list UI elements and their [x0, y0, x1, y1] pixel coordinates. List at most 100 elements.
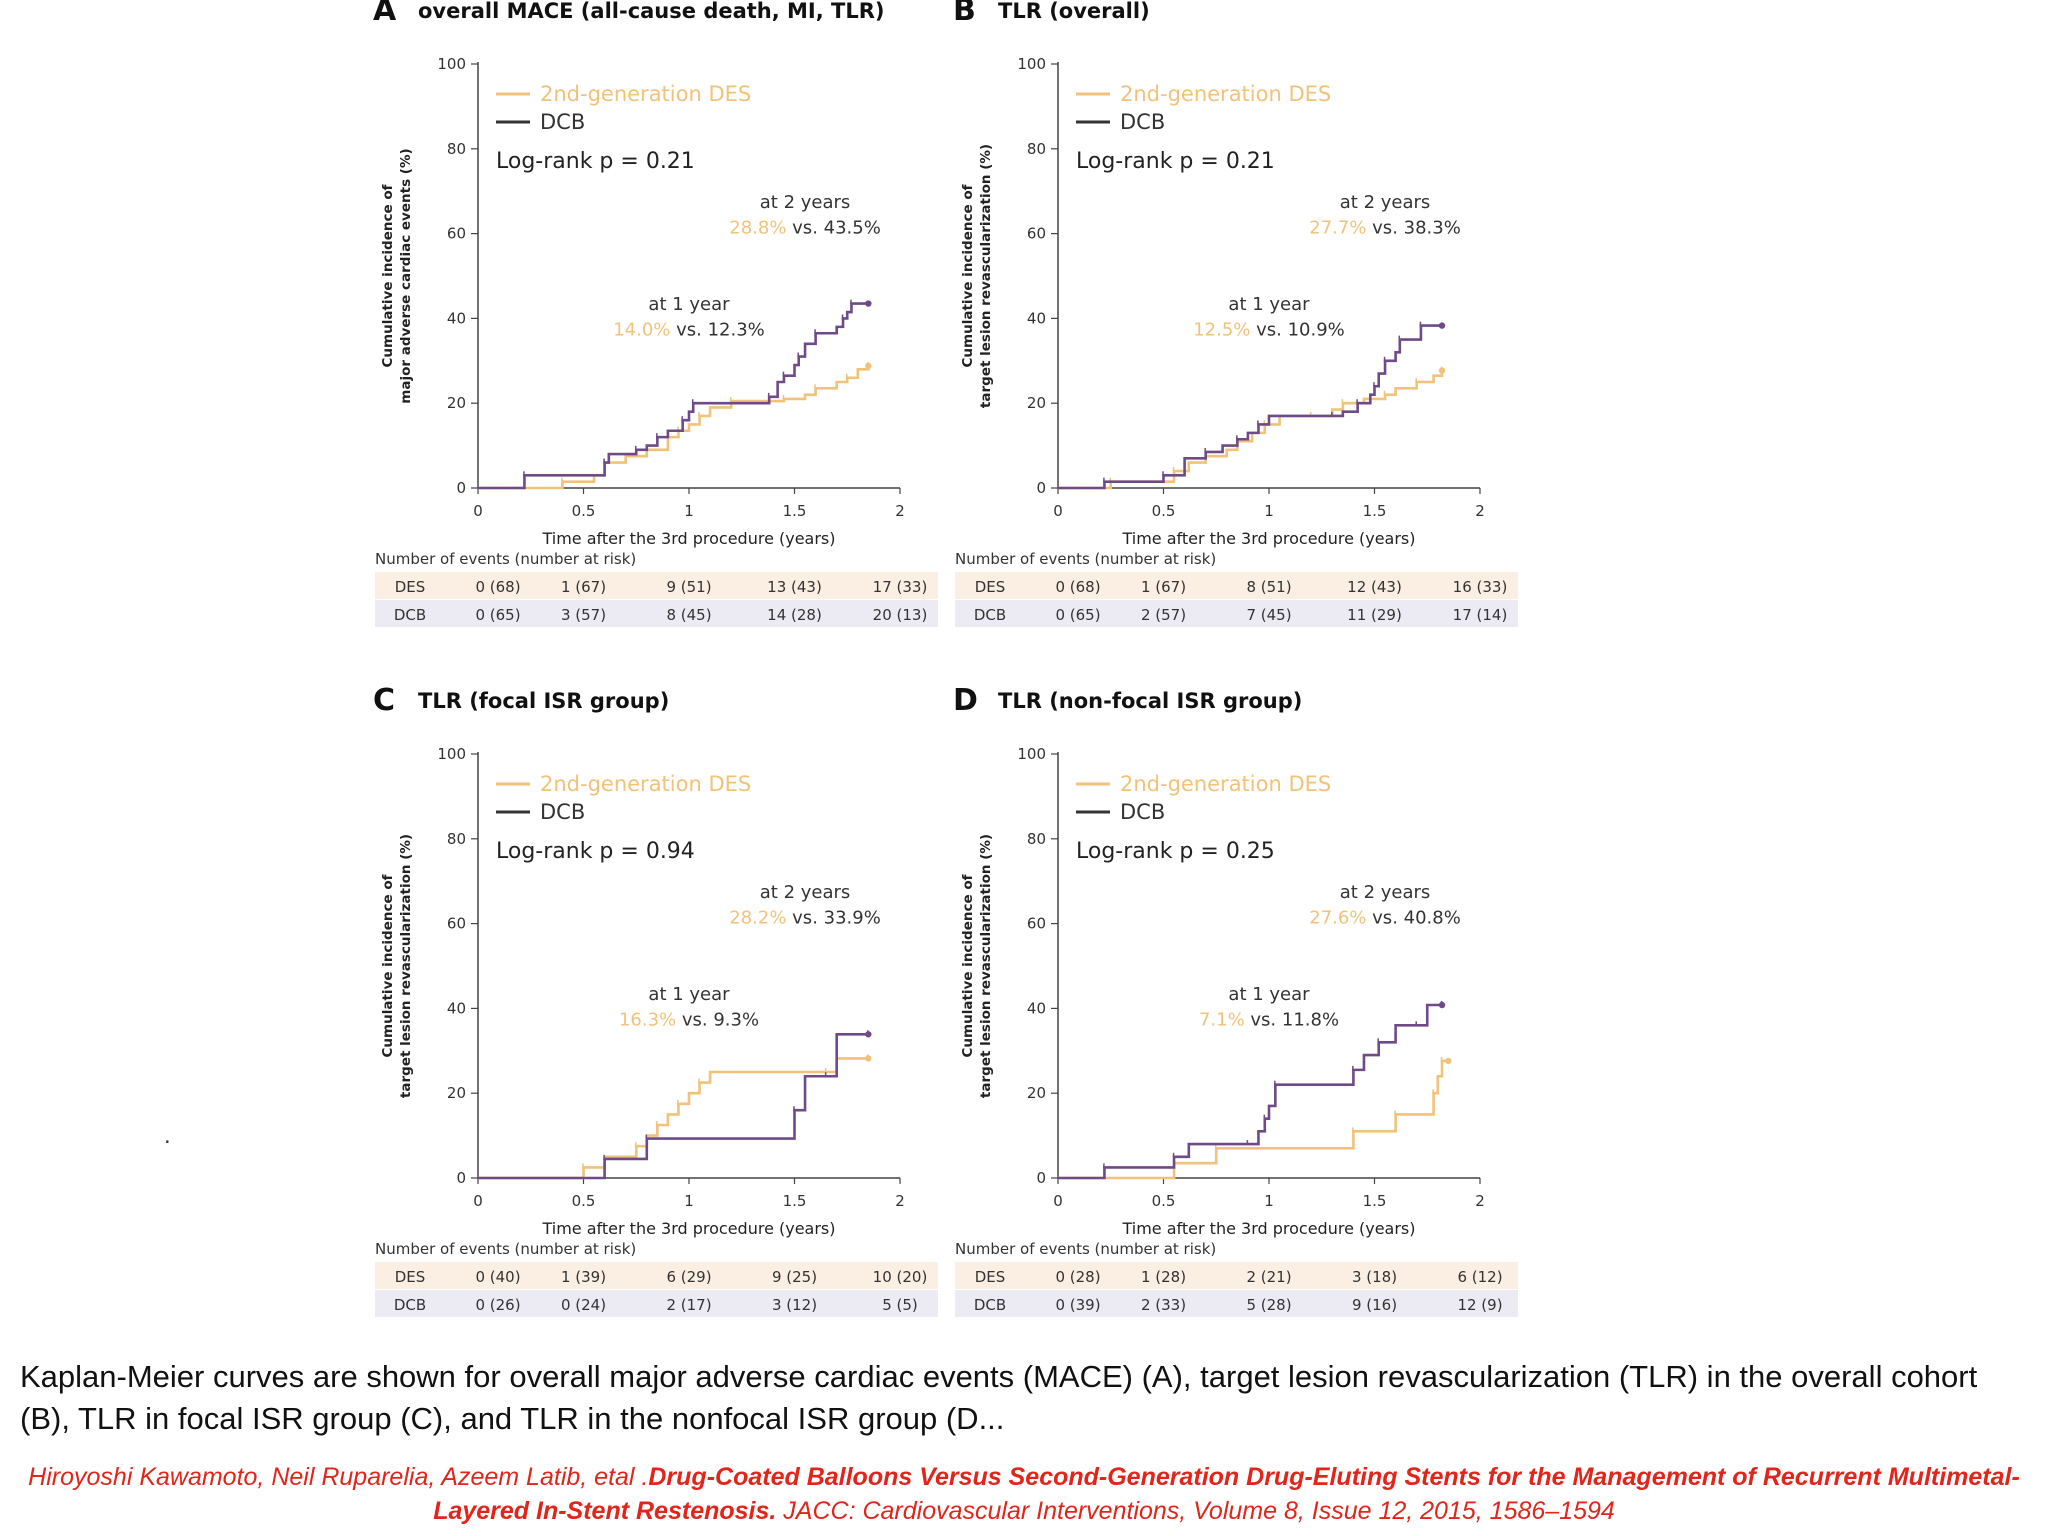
- risk-cell: 0 (65): [475, 606, 520, 624]
- y-tick-label: 60: [447, 915, 466, 933]
- risk-cell: 17 (33): [873, 578, 928, 596]
- at2-label: at 2 years: [1340, 192, 1431, 213]
- citation-authors: Hiroyoshi Kawamoto, Neil Ruparelia, Azee…: [28, 1463, 649, 1491]
- y-tick-label: 0: [1036, 479, 1046, 497]
- at2-label: at 2 years: [1340, 882, 1431, 903]
- des-curve: [478, 365, 870, 490]
- at2-label: at 2 years: [760, 882, 851, 903]
- x-tick-label: 0: [473, 502, 483, 520]
- at2-values: 28.2% vs. 33.9%: [729, 908, 881, 929]
- y-tick-label: 60: [1027, 915, 1046, 933]
- stray-mark: .: [164, 1122, 171, 1149]
- x-tick-label: 0: [1053, 502, 1063, 520]
- x-tick-label: 2: [1475, 502, 1485, 520]
- citation-journal: JACC: Cardiovascular Interventions, Volu…: [776, 1497, 1615, 1525]
- risk-row-label: DCB: [394, 1296, 426, 1314]
- risk-cell: 2 (57): [1141, 606, 1186, 624]
- dcb-curve: [478, 302, 869, 490]
- at2-des-value: 27.6%: [1309, 908, 1366, 929]
- at2-des-value: 27.7%: [1309, 218, 1366, 239]
- y-tick-label: 20: [1027, 1084, 1046, 1102]
- risk-table-header: Number of events (number at risk): [955, 550, 1216, 568]
- y-tick-label: 100: [1017, 55, 1046, 73]
- y-axis-title-line2: target lesion revascularization (%): [978, 834, 994, 1098]
- y-axis-title-line1: Cumulative incidence of: [960, 184, 976, 367]
- y-tick-label: 60: [447, 225, 466, 243]
- panel-b: B TLR (overall) 0 20 40 60 80 100 0 0.5 1 1.5 2 Time …: [953, 0, 1518, 627]
- y-tick-label: 80: [447, 140, 466, 158]
- risk-cell: 1 (39): [561, 1268, 606, 1286]
- risk-cell: 9 (25): [772, 1268, 817, 1286]
- risk-cell: 12 (9): [1457, 1296, 1502, 1314]
- risk-cell: 8 (51): [1246, 578, 1291, 596]
- risk-row-label: DES: [975, 578, 1006, 596]
- panel-title: TLR (non-focal ISR group): [998, 689, 1302, 713]
- risk-cell: 0 (68): [1055, 578, 1100, 596]
- des-end-point: [1445, 1057, 1452, 1065]
- risk-row-bg: [375, 1290, 938, 1317]
- risk-cell: 9 (16): [1352, 1296, 1397, 1314]
- x-axis-title: Time after the 3rd procedure (years): [541, 1219, 835, 1238]
- risk-cell: 0 (39): [1055, 1296, 1100, 1314]
- legend-dcb-label: DCB: [1120, 110, 1165, 134]
- y-tick-label: 80: [447, 830, 466, 848]
- des-curve: [1058, 370, 1444, 490]
- logrank-label: Log-rank p = 0.94: [496, 839, 695, 864]
- risk-row-bg: [375, 1262, 938, 1289]
- risk-cell: 0 (24): [561, 1296, 606, 1314]
- risk-cell: 0 (65): [1055, 606, 1100, 624]
- y-tick-label: 20: [447, 394, 466, 412]
- at2-values: 27.6% vs. 40.8%: [1309, 908, 1461, 929]
- legend-dcb-label: DCB: [1120, 800, 1165, 824]
- dcb-curve: [478, 1032, 869, 1180]
- y-tick-label: 100: [1017, 745, 1046, 763]
- logrank-label: Log-rank p = 0.25: [1076, 839, 1275, 864]
- risk-cell: 1 (67): [1141, 578, 1186, 596]
- risk-cell: 20 (13): [873, 606, 928, 624]
- legend-dcb-label: DCB: [540, 800, 585, 824]
- x-tick-label: 1.5: [1363, 1192, 1387, 1210]
- x-tick-label: 2: [895, 1192, 905, 1210]
- x-tick-label: 2: [1475, 1192, 1485, 1210]
- risk-cell: 5 (28): [1246, 1296, 1291, 1314]
- risk-table-header: Number of events (number at risk): [375, 1240, 636, 1258]
- risk-row-label: DCB: [974, 1296, 1006, 1314]
- y-axis-title-line1: Cumulative incidence of: [380, 874, 396, 1057]
- risk-cell: 9 (51): [666, 578, 711, 596]
- des-curve: [1058, 1059, 1449, 1180]
- at2-dcb-value: vs. 33.9%: [786, 908, 880, 929]
- at1-values: 14.0% vs. 12.3%: [613, 319, 765, 340]
- risk-cell: 0 (28): [1055, 1268, 1100, 1286]
- x-tick-label: 1: [684, 1192, 694, 1210]
- logrank-label: Log-rank p = 0.21: [496, 149, 695, 174]
- x-tick-label: 1: [1264, 1192, 1274, 1210]
- at1-dcb-value: vs. 11.8%: [1245, 1009, 1339, 1030]
- dcb-curve: [1058, 324, 1443, 490]
- x-axis-title: Time after the 3rd procedure (years): [1121, 529, 1415, 548]
- at1-dcb-value: vs. 12.3%: [670, 319, 764, 340]
- dcb-end-point: [865, 1031, 872, 1038]
- panel-title: TLR (overall): [998, 0, 1150, 23]
- des-end-point: [1438, 367, 1446, 374]
- at1-values: 16.3% vs. 9.3%: [619, 1009, 759, 1030]
- x-axis-title: Time after the 3rd procedure (years): [1121, 1219, 1415, 1238]
- y-tick-label: 40: [1027, 309, 1046, 327]
- risk-cell: 17 (14): [1453, 606, 1508, 624]
- risk-cell: 11 (29): [1347, 606, 1402, 624]
- x-tick-label: 0: [473, 1192, 483, 1210]
- at1-label: at 1 year: [648, 984, 730, 1005]
- at2-dcb-value: vs. 38.3%: [1366, 218, 1460, 239]
- risk-cell: 0 (68): [475, 578, 520, 596]
- des-end-point: [865, 1055, 872, 1062]
- x-tick-label: 1: [684, 502, 694, 520]
- dcb-end-point: [1438, 322, 1446, 329]
- x-tick-label: 0.5: [1152, 1192, 1176, 1210]
- risk-row-bg: [375, 600, 938, 627]
- legend-des-label: 2nd-generation DES: [540, 772, 751, 796]
- risk-cell: 0 (40): [475, 1268, 520, 1286]
- citation: Hiroyoshi Kawamoto, Neil Ruparelia, Azee…: [0, 1460, 2048, 1528]
- logrank-label: Log-rank p = 0.21: [1076, 149, 1275, 174]
- at1-label: at 1 year: [1228, 984, 1310, 1005]
- risk-row-bg: [955, 600, 1518, 627]
